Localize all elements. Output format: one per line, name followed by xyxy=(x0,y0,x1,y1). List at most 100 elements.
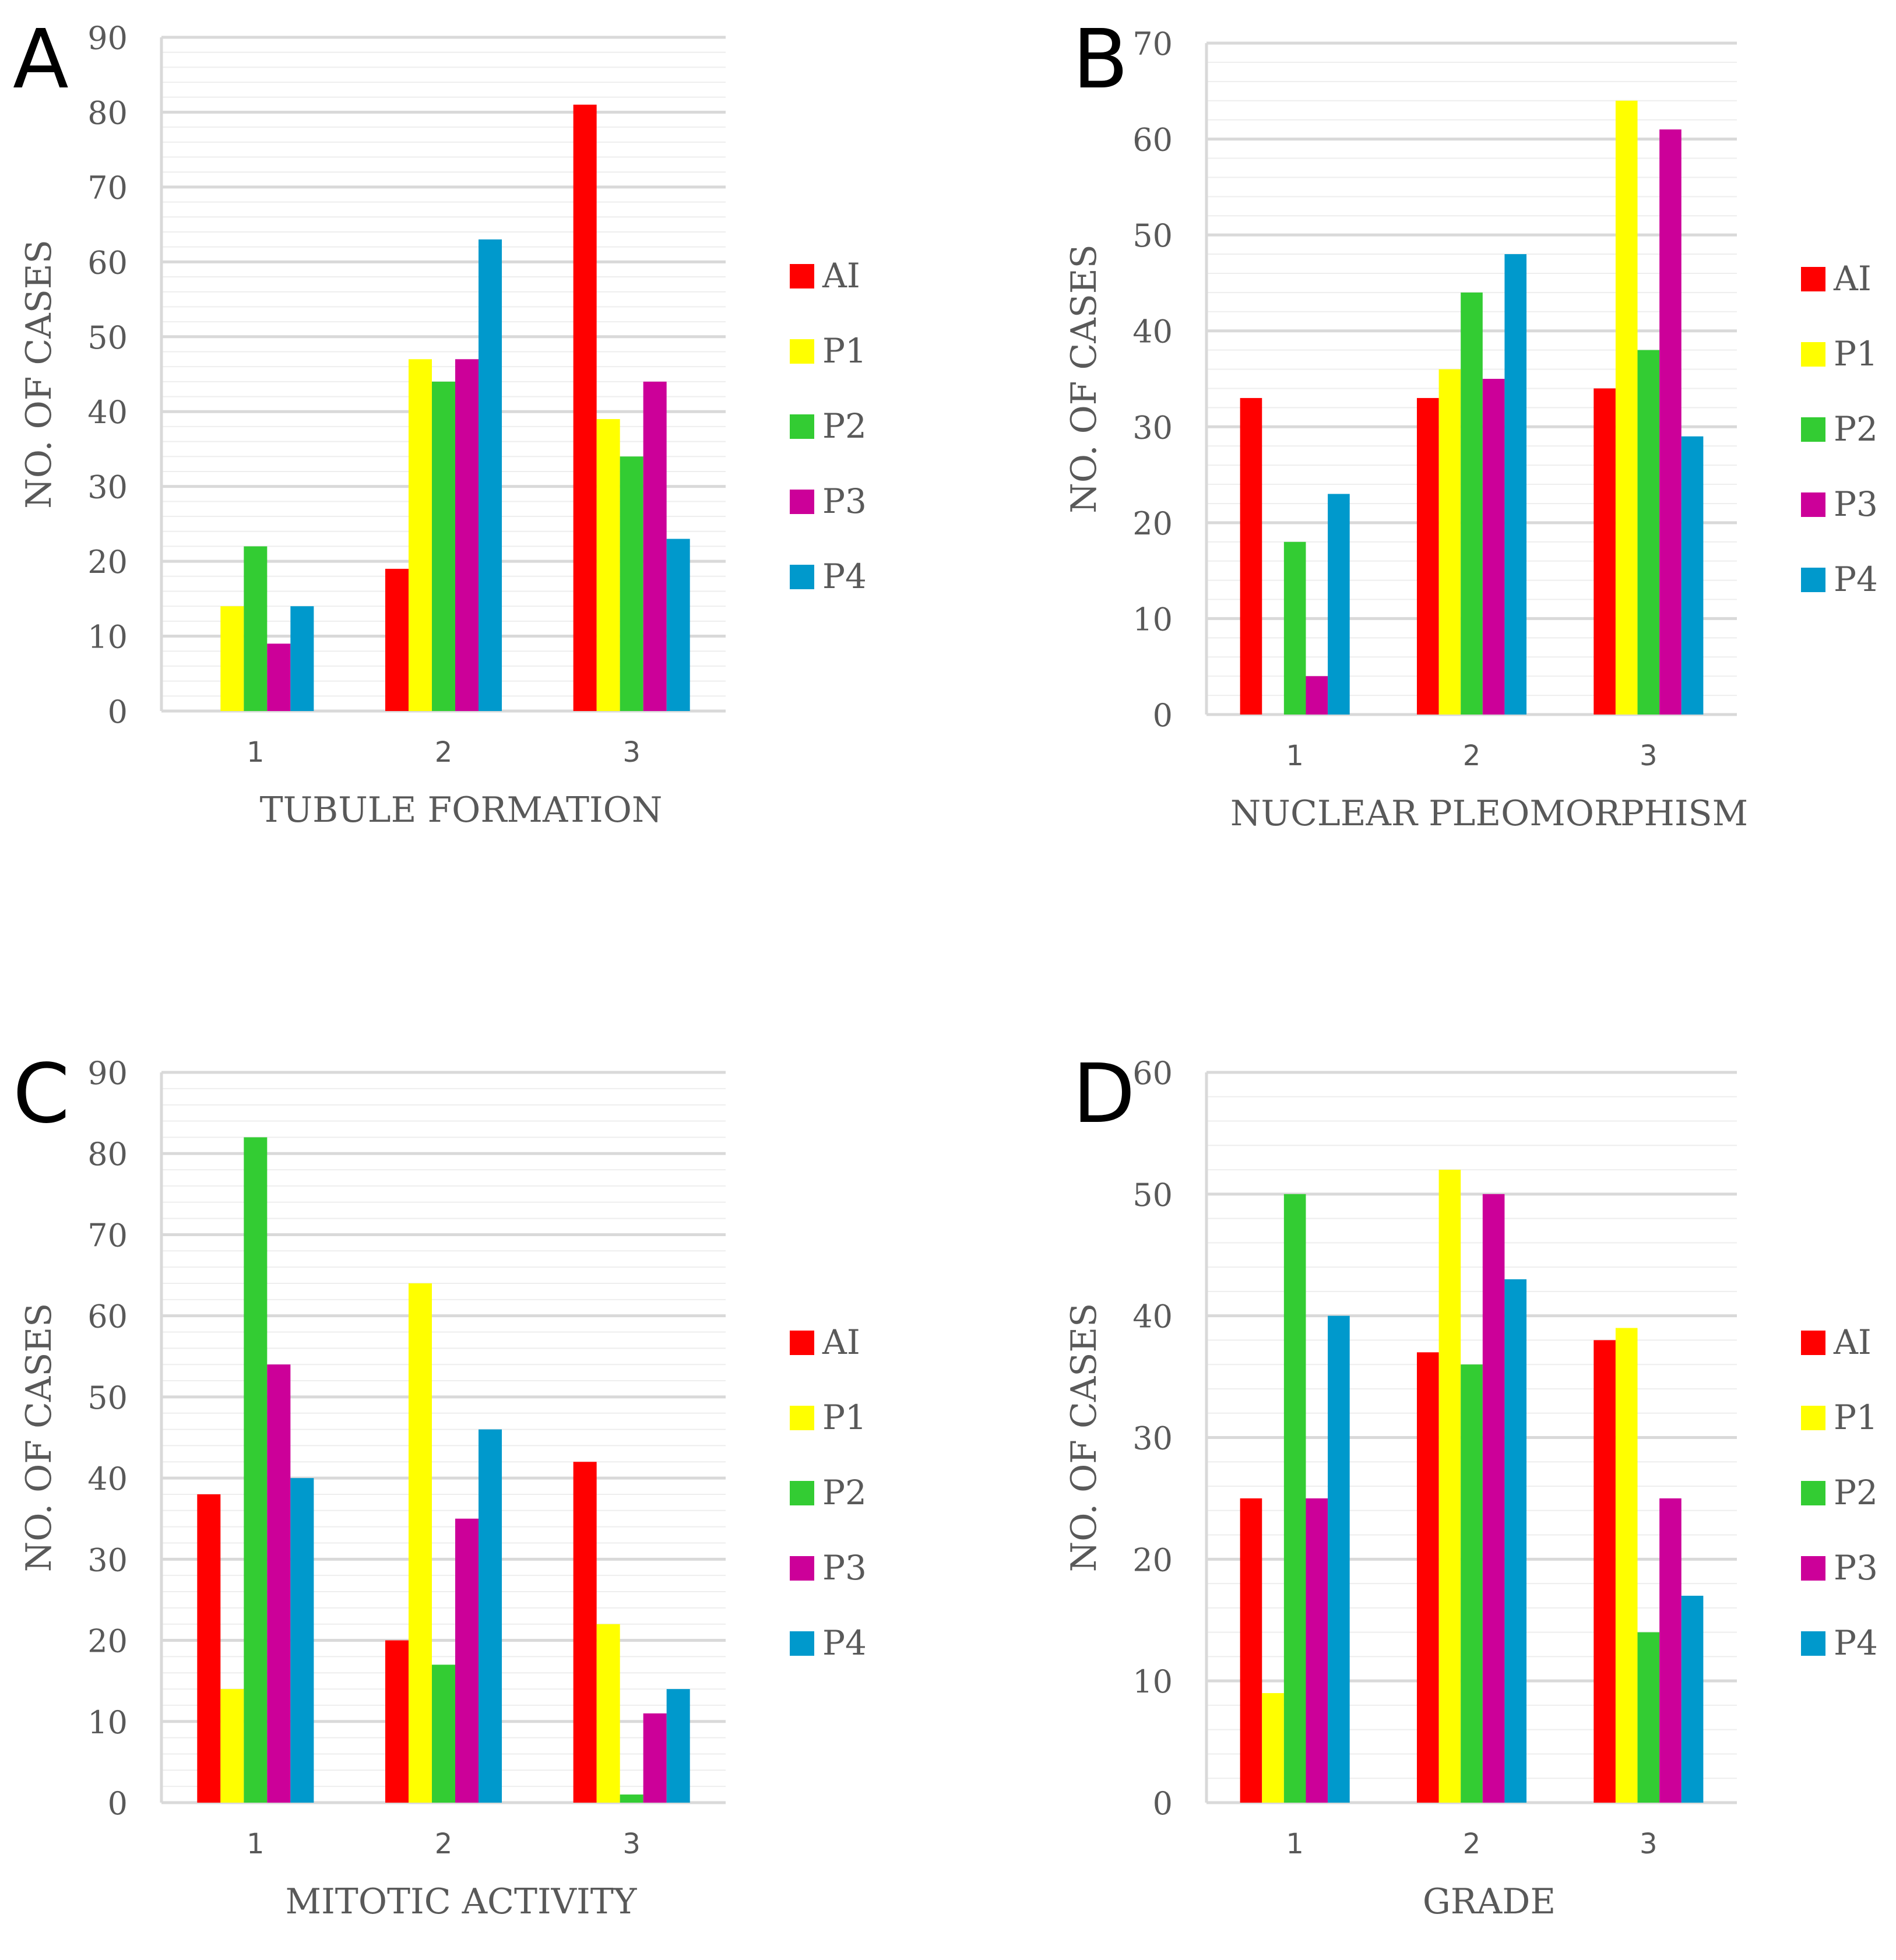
legend-label-ai: AI xyxy=(822,1322,860,1362)
x-tick-label: 3 xyxy=(1640,740,1658,772)
bar-ai-cat-1 xyxy=(197,1494,221,1803)
bar-p4-cat-1 xyxy=(290,606,314,711)
bar-p4-cat-1 xyxy=(290,1478,314,1803)
legend-swatch-p3 xyxy=(1801,1556,1825,1581)
bar-ai-cat-2 xyxy=(385,568,409,711)
bar-ai-cat-1 xyxy=(1240,397,1262,715)
x-axis-title: GRADE xyxy=(1423,1881,1556,1922)
y-tick-label: 90 xyxy=(87,20,128,57)
y-tick-label: 20 xyxy=(1132,505,1173,542)
y-tick-label: 60 xyxy=(1132,122,1173,159)
bar-p2-cat-2 xyxy=(1461,292,1483,715)
bar-ai-cat-2 xyxy=(1416,1352,1439,1803)
legend-swatch-p2 xyxy=(790,1481,814,1505)
legend-swatch-p1 xyxy=(790,1406,814,1430)
legend-swatch-p3 xyxy=(790,1556,814,1581)
bar-p4-cat-2 xyxy=(1504,1279,1527,1803)
legend-swatch-p4 xyxy=(1801,568,1825,592)
y-tick-label: 70 xyxy=(87,170,128,206)
bar-p2-cat-2 xyxy=(1461,1364,1483,1803)
legend-swatch-p4 xyxy=(790,565,814,589)
bar-ai-cat-1 xyxy=(1240,1498,1262,1803)
y-tick-label: 0 xyxy=(1153,697,1173,734)
bar-p1-cat-1 xyxy=(220,1689,244,1803)
panel-letter: C xyxy=(13,1047,70,1142)
legend-label-p1: P1 xyxy=(1834,334,1878,374)
bar-p4-cat-2 xyxy=(479,239,502,711)
legend-swatch-ai xyxy=(1801,1331,1825,1355)
bar-p1-cat-3 xyxy=(596,1624,620,1803)
panel-d-chart: 0 10 20 30 40 50 60 1 2 3 GRADE NO. OF CASES D AI P1 P2… xyxy=(1064,1047,1878,1922)
y-tick-label: 0 xyxy=(1153,1785,1173,1822)
legend-label-p2: P2 xyxy=(822,406,867,446)
y-tick-label: 40 xyxy=(87,394,128,431)
bar-p4-cat-1 xyxy=(1328,1315,1350,1803)
y-tick-label: 20 xyxy=(87,1623,128,1660)
y-tick-label: 50 xyxy=(87,1380,128,1416)
legend-swatch-p4 xyxy=(1801,1631,1825,1656)
legend-label-p3: P3 xyxy=(1834,1548,1878,1588)
legend-swatch-p4 xyxy=(790,1631,814,1656)
bar-p3-cat-1 xyxy=(267,1364,291,1803)
y-tick-label: 10 xyxy=(1132,1663,1173,1700)
bar-p2-cat-3 xyxy=(620,456,643,711)
x-axis-title: MITOTIC ACTIVITY xyxy=(286,1881,638,1922)
y-tick-label: 50 xyxy=(1132,1177,1173,1213)
y-tick-label: 50 xyxy=(1132,217,1173,254)
y-tick-label: 20 xyxy=(87,544,128,580)
y-tick-label: 40 xyxy=(87,1461,128,1497)
y-tick-label: 90 xyxy=(87,1055,128,1092)
bar-p1-cat-1 xyxy=(1262,1693,1284,1803)
legend-swatch-p2 xyxy=(1801,417,1825,442)
bar-p1-cat-2 xyxy=(408,359,432,711)
legend-label-p2: P2 xyxy=(1834,409,1878,449)
bar-ai-cat-3 xyxy=(1594,1340,1616,1803)
y-axis-title: NO. OF CASES xyxy=(19,1303,59,1572)
x-tick-label: 2 xyxy=(1463,740,1481,772)
bar-p2-cat-2 xyxy=(431,381,456,711)
bar-p2-cat-3 xyxy=(1637,1632,1660,1803)
bar-p3-cat-2 xyxy=(1482,1194,1505,1803)
x-tick-label: 1 xyxy=(247,736,265,769)
legend-swatch-ai xyxy=(790,1331,814,1355)
y-tick-label: 10 xyxy=(87,619,128,656)
x-axis-title: TUBULE FORMATION xyxy=(260,790,663,831)
panel-letter: B xyxy=(1072,12,1128,107)
bar-ai-cat-3 xyxy=(573,104,597,712)
bar-ai-cat-2 xyxy=(1416,397,1439,715)
legend-label-ai: AI xyxy=(822,256,860,295)
bar-p1-cat-3 xyxy=(596,419,620,711)
legend-label-ai: AI xyxy=(1833,259,1872,298)
y-tick-label: 70 xyxy=(87,1217,128,1254)
bar-p2-cat-3 xyxy=(620,1794,643,1803)
y-tick-label: 40 xyxy=(1132,1299,1173,1335)
y-axis-title: NO. OF CASES xyxy=(1064,244,1104,513)
legend-label-p3: P3 xyxy=(822,1548,867,1588)
y-tick-label: 30 xyxy=(1132,409,1173,446)
bar-p2-cat-1 xyxy=(244,1137,268,1803)
bar-p1-cat-2 xyxy=(1438,369,1461,715)
bar-p4-cat-3 xyxy=(1681,1595,1704,1803)
y-tick-label: 60 xyxy=(87,244,128,281)
bar-p3-cat-1 xyxy=(267,643,291,711)
y-tick-label: 40 xyxy=(1132,314,1173,350)
legend-label-p4: P4 xyxy=(822,557,867,596)
legend-label-p3: P3 xyxy=(822,481,867,521)
x-tick-label: 1 xyxy=(1286,740,1304,772)
y-tick-label: 0 xyxy=(108,694,128,730)
legend-label-p1: P1 xyxy=(822,1398,867,1437)
bar-p1-cat-2 xyxy=(408,1283,432,1803)
bar-p4-cat-2 xyxy=(479,1429,502,1803)
legend-swatch-p2 xyxy=(790,414,814,439)
legend-swatch-ai xyxy=(790,264,814,288)
y-axis-title: NO. OF CASES xyxy=(19,240,59,508)
bar-p2-cat-2 xyxy=(431,1665,456,1803)
x-tick-label: 1 xyxy=(1286,1828,1304,1860)
bar-p2-cat-3 xyxy=(1637,350,1660,715)
legend-swatch-p1 xyxy=(1801,342,1825,367)
y-tick-label: 80 xyxy=(87,94,128,131)
x-tick-label: 2 xyxy=(435,736,453,769)
bar-p3-cat-2 xyxy=(1482,379,1505,715)
y-tick-label: 0 xyxy=(108,1785,128,1822)
bar-p1-cat-2 xyxy=(1438,1170,1461,1803)
